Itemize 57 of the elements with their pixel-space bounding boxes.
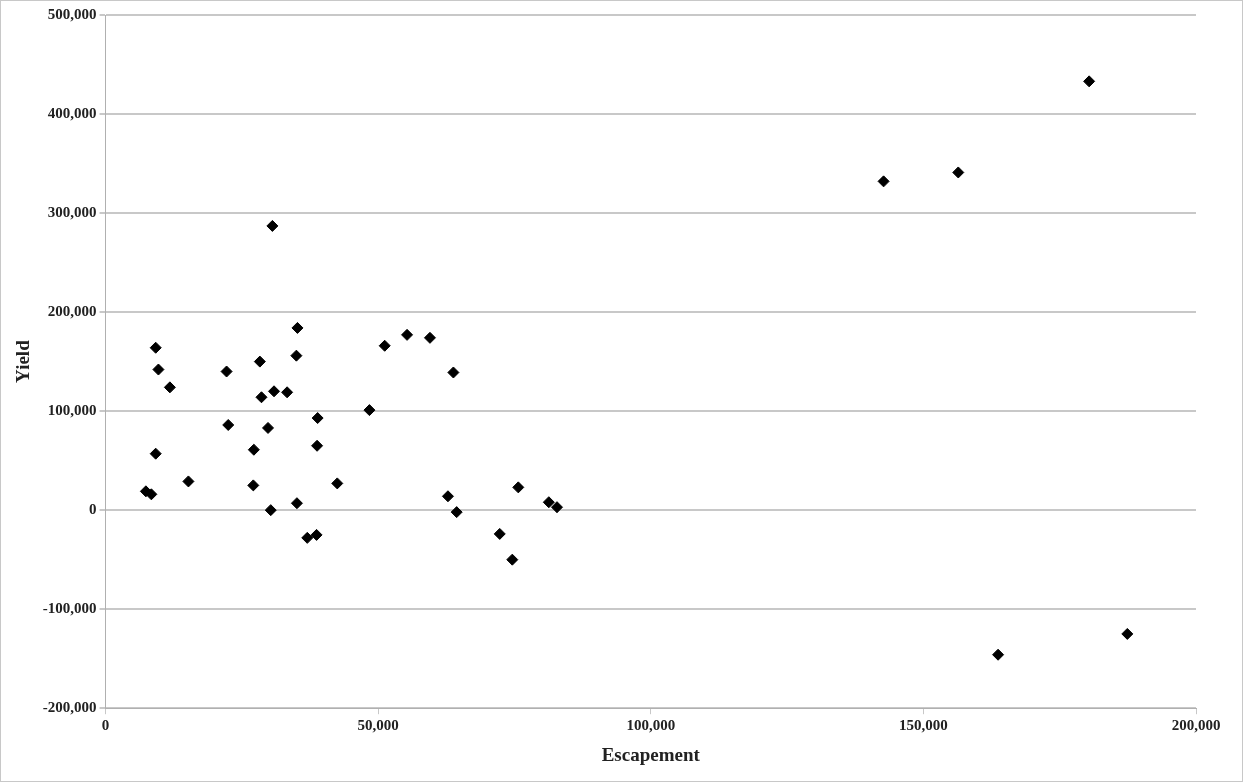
y-axis-title: Yield xyxy=(12,339,34,383)
y-tick-label: 0 xyxy=(89,501,97,518)
y-tick-label: -100,000 xyxy=(42,600,97,617)
point xyxy=(506,553,519,566)
point xyxy=(182,475,195,488)
x-axis-title: Escapement xyxy=(601,743,701,765)
point xyxy=(1121,627,1134,640)
point xyxy=(401,328,414,341)
point xyxy=(1083,75,1096,88)
point xyxy=(877,175,890,188)
y-tick-label: 400,000 xyxy=(47,104,97,121)
point xyxy=(145,488,158,501)
point xyxy=(512,481,525,494)
point xyxy=(311,412,324,425)
point xyxy=(378,339,391,352)
point xyxy=(310,528,323,541)
point xyxy=(542,496,555,509)
point xyxy=(493,527,506,540)
point xyxy=(363,404,376,417)
point xyxy=(290,497,303,510)
x-tick-label: 150,000 xyxy=(899,717,948,734)
point xyxy=(152,363,165,376)
point xyxy=(992,648,1005,661)
point xyxy=(266,219,279,232)
point xyxy=(255,391,268,404)
y-tick-label: -200,000 xyxy=(42,699,97,716)
point xyxy=(262,421,275,434)
point xyxy=(149,447,162,460)
point xyxy=(311,439,324,452)
point xyxy=(264,504,277,517)
point xyxy=(268,385,281,398)
point xyxy=(952,166,965,179)
x-tick-label: 200,000 xyxy=(1171,717,1221,734)
point xyxy=(163,381,176,394)
point xyxy=(247,443,260,456)
x-tick-label: 0 xyxy=(101,717,110,734)
point xyxy=(291,321,304,334)
point xyxy=(301,531,314,544)
point xyxy=(450,506,463,519)
point xyxy=(253,355,266,368)
point xyxy=(281,386,294,399)
point xyxy=(149,341,162,354)
x-tick-label: 100,000 xyxy=(626,717,676,734)
y-tick-label: 100,000 xyxy=(47,401,97,418)
y-tick-label: 500,000 xyxy=(47,5,97,22)
point xyxy=(423,331,436,344)
point xyxy=(447,366,460,379)
point xyxy=(290,349,303,362)
point xyxy=(220,365,233,378)
x-tick-label: 50,000 xyxy=(357,717,399,734)
y-tick-label: 200,000 xyxy=(47,302,97,319)
point xyxy=(441,490,454,503)
point xyxy=(222,418,235,431)
y-tick-label: 300,000 xyxy=(47,203,97,220)
point xyxy=(550,501,563,514)
point xyxy=(331,477,344,490)
point xyxy=(247,479,260,492)
